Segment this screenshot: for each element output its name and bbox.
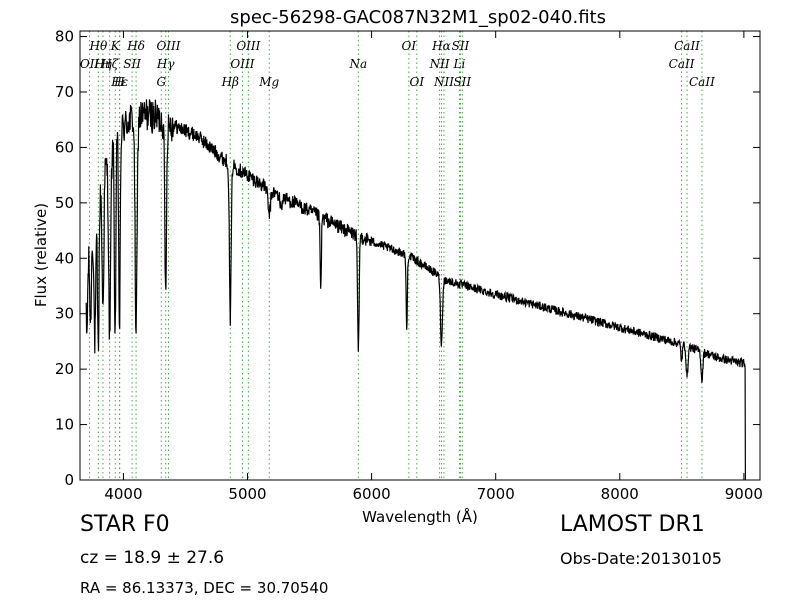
x-tick-label: 9000 (725, 485, 763, 503)
spectral-line-label: OIII (230, 57, 254, 71)
spectral-line-label: Hδ (126, 39, 145, 53)
y-tick-label: 0 (64, 471, 74, 489)
spectral-line-label: Li (453, 57, 466, 71)
y-axis-label: Flux (relative) (32, 203, 50, 307)
spectral-line-label: G (156, 75, 166, 89)
redshift-text: cz = 18.9 ± 27.6 (80, 548, 225, 568)
y-tick-label: 20 (55, 360, 74, 378)
spectral-line-label: Na (349, 57, 368, 71)
spectral-line-label: OII (80, 57, 100, 71)
spectral-line-label: Hγ (156, 57, 175, 71)
spectrum-series-line (85, 99, 746, 481)
y-tick-label: 70 (55, 83, 74, 101)
spectral-line-label: Mg (258, 75, 279, 89)
spectral-line-label: OI (409, 75, 424, 89)
spectral-line-label: CaII (689, 75, 715, 89)
survey-name-text: LAMOST DR1 (560, 512, 705, 537)
spectral-line-label: SII (453, 75, 471, 89)
marker-lines-group (89, 31, 703, 480)
x-tick-label: 7000 (477, 485, 515, 503)
coordinates-text: RA = 86.13373, DEC = 30.70540 (80, 579, 329, 597)
plot-area-frame (79, 30, 761, 481)
spectral-line-label: OIII (156, 39, 180, 53)
observation-date-text: Obs-Date:20130105 (560, 549, 722, 568)
spectral-line-label: CaII (669, 57, 695, 71)
spectral-line-label: CaII (674, 39, 700, 53)
chart-title: spec-56298-GAC087N32M1_sp02-040.fits (230, 7, 606, 28)
spectral-line-label: NII (429, 57, 450, 71)
y-tick-label: 80 (55, 28, 74, 46)
y-tick-label: 60 (55, 138, 74, 156)
object-class-text: STAR F0 (80, 512, 170, 537)
spectral-line-label: Hε (110, 75, 128, 89)
spectral-line-label: NII (433, 75, 454, 89)
x-tick-label: 4000 (104, 485, 142, 503)
spectral-line-label: Hη (93, 57, 112, 71)
y-tick-label: 50 (55, 194, 74, 212)
spectral-line-label: OI (402, 39, 417, 53)
x-axis-label: Wavelength (Å) (362, 507, 478, 526)
y-axis: 0 10 20 30 40 50 60 70 80 (55, 28, 760, 489)
spectral-line-label: Hα (431, 39, 451, 53)
y-tick-label: 30 (55, 305, 74, 323)
y-tick-label: 10 (55, 416, 74, 434)
spectral-line-label: H (113, 75, 125, 89)
spectral-line-label: K (110, 39, 121, 53)
x-tick-label: 5000 (228, 485, 266, 503)
spectral-line-label: Hθ (89, 39, 108, 53)
spectral-line-label: SII (123, 57, 141, 71)
spectral-line-label: OIII (236, 39, 260, 53)
x-tick-label: 8000 (601, 485, 639, 503)
spectral-line-label: SII (452, 39, 470, 53)
y-tick-label: 40 (55, 249, 74, 267)
spectral-line-label: Hβ (221, 75, 239, 89)
x-axis: 4000 5000 6000 7000 8000 9000 (104, 31, 763, 503)
x-tick-label: 6000 (353, 485, 391, 503)
spectral-line-label: Hζ (100, 57, 119, 71)
